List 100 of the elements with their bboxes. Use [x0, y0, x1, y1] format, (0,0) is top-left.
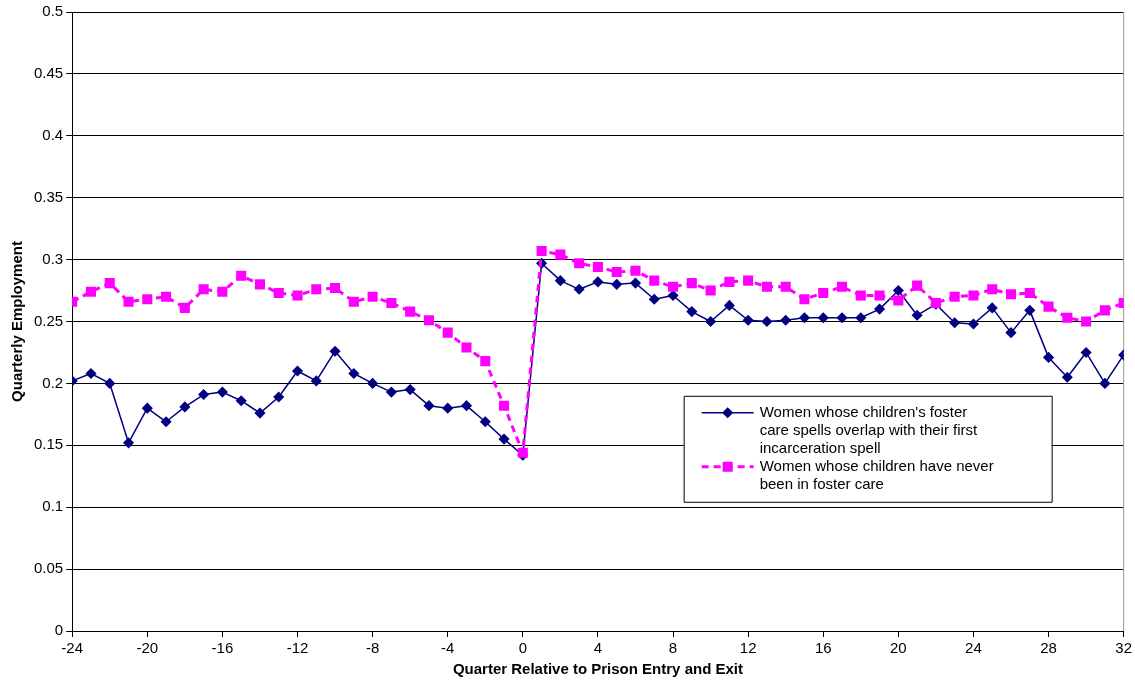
point [367, 378, 378, 389]
point [217, 286, 228, 297]
point [855, 290, 866, 301]
point [705, 285, 716, 296]
point [649, 293, 660, 305]
point [161, 291, 172, 302]
y-tick-label: 0.3 [42, 249, 64, 267]
point [724, 276, 735, 287]
point [818, 287, 829, 299]
point [611, 279, 622, 290]
y-tick-label: 0.5 [42, 2, 64, 20]
point [311, 375, 322, 387]
x-tick-label: -8 [365, 639, 380, 657]
point [498, 433, 510, 445]
y-tick-label: 0.05 [33, 559, 64, 577]
point [874, 303, 885, 315]
point [705, 316, 716, 327]
point [461, 342, 472, 353]
point [404, 384, 416, 395]
point [968, 290, 979, 301]
x-tick-label: 28 [1040, 639, 1057, 657]
point [780, 281, 791, 292]
point [386, 386, 397, 398]
point [1005, 289, 1017, 300]
x-tick-label: 4 [593, 639, 603, 657]
legend-label: Women whose children's foster care spells overlap with their first incarceration spell [759, 402, 979, 456]
point [311, 284, 322, 295]
point [423, 400, 435, 411]
point [442, 327, 453, 338]
x-tick-label: 32 [1115, 639, 1132, 657]
point [442, 402, 453, 414]
point [836, 281, 848, 292]
x-tick-label: -16 [211, 639, 234, 657]
point [405, 306, 416, 317]
y-tick-label: 0.4 [42, 125, 64, 143]
x-tick-label: 20 [890, 639, 907, 657]
x-tick-label: 24 [965, 639, 982, 657]
point [780, 315, 791, 326]
point [874, 290, 885, 301]
point [555, 249, 566, 260]
point [1099, 378, 1111, 389]
point [330, 283, 341, 294]
point [123, 296, 134, 307]
point [348, 368, 360, 379]
point [592, 261, 603, 273]
point [217, 386, 228, 398]
point [949, 317, 960, 328]
point [85, 286, 97, 297]
point [142, 294, 153, 305]
y-tick-label: 0.2 [42, 373, 64, 391]
point [667, 290, 679, 301]
x-tick-label: -12 [286, 639, 309, 657]
point [104, 378, 115, 389]
point [536, 245, 547, 256]
point [817, 312, 829, 324]
point [1099, 305, 1110, 316]
point [743, 275, 754, 286]
point [480, 416, 491, 428]
point [198, 284, 209, 295]
point [968, 318, 979, 330]
point [499, 400, 510, 411]
point [893, 285, 904, 296]
point [987, 284, 998, 295]
point [1005, 327, 1017, 338]
point [329, 345, 341, 357]
point [761, 281, 772, 292]
point [85, 368, 97, 379]
x-tick-label: 16 [814, 639, 832, 657]
point [423, 315, 434, 326]
point [912, 280, 923, 291]
point [555, 275, 566, 286]
y-tick-label: 0.25 [33, 311, 64, 329]
point [611, 266, 622, 278]
point [630, 265, 641, 276]
x-tick-label: -20 [136, 639, 159, 657]
legend-label: Women whose children have never been in foster care [759, 456, 994, 492]
point [573, 284, 585, 295]
point [1081, 316, 1092, 327]
point [799, 312, 810, 324]
x-tick-label: -4 [441, 639, 455, 657]
point [461, 400, 472, 411]
point [574, 258, 585, 269]
point [724, 300, 735, 311]
point [649, 275, 660, 286]
point [855, 312, 867, 324]
y-tick-label: 0 [54, 621, 64, 639]
point [799, 294, 810, 305]
y-tick-label: 0.35 [33, 187, 64, 205]
point [836, 312, 848, 324]
point [949, 291, 960, 302]
point [1062, 371, 1073, 383]
x-axis-title: Quarter Relative to Prison Entry and Exit [452, 660, 743, 678]
x-tick-label: 0 [518, 639, 527, 657]
point [686, 306, 698, 317]
point [273, 287, 284, 299]
point [1024, 287, 1035, 299]
point [686, 278, 697, 289]
point [142, 402, 153, 414]
point [254, 279, 265, 290]
point [179, 401, 191, 413]
